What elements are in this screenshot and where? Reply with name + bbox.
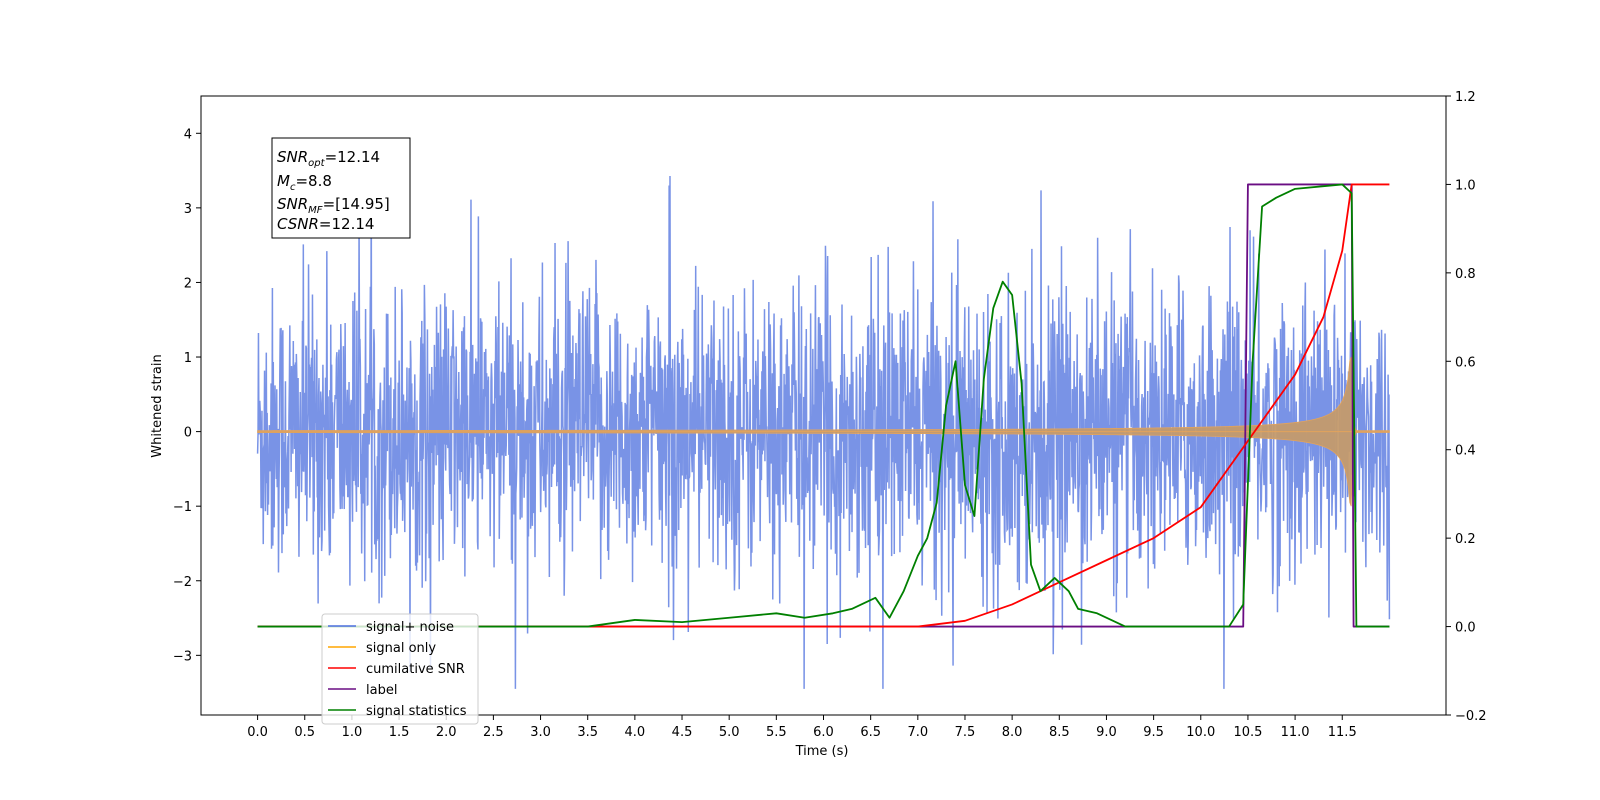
- legend-label-cumulative-snr: cumilative SNR: [366, 662, 465, 677]
- info-box: SNRopt=12.14 Mc=8.8 SNRMF=[14.95] CSNR=1…: [271, 137, 411, 239]
- x-tick-label: 10.0: [1186, 725, 1215, 740]
- y2-tick-label: 0.8: [1455, 267, 1476, 282]
- x-tick-label: 6.0: [813, 725, 834, 740]
- series-cumulative-snr: [257, 183, 1390, 628]
- info-snr-mf: SNRMF=[14.95]: [277, 195, 390, 216]
- y2-tick-label: 0.6: [1455, 355, 1476, 370]
- series-layer: [256, 161, 1391, 689]
- x-tick-label: 5.5: [766, 725, 787, 740]
- legend-label-label: label: [366, 683, 397, 698]
- x-tick-label: 1.5: [389, 725, 410, 740]
- legend-label-signal-noise: signal+ noise: [366, 620, 454, 635]
- y2-tick-label: 1.0: [1455, 178, 1476, 193]
- x-tick-label: 9.0: [1096, 725, 1117, 740]
- y-axis-label: Whitened strain: [150, 354, 165, 457]
- y-axis-left: 4 3 2 1 0 −1 −2 −3: [173, 127, 201, 664]
- y2-tick-label: −0.2: [1455, 709, 1487, 724]
- x-tick-label: 4.5: [672, 725, 693, 740]
- x-tick-label: 1.0: [342, 725, 363, 740]
- x-tick-label: 2.5: [483, 725, 504, 740]
- y2-tick-label: 0.4: [1455, 444, 1476, 459]
- x-tick-label: 11.5: [1328, 725, 1357, 740]
- x-tick-label: 7.5: [955, 725, 976, 740]
- info-csnr: CSNR=12.14: [277, 215, 374, 233]
- y-tick-label: 1: [184, 351, 192, 366]
- x-tick-label: 2.0: [436, 725, 457, 740]
- info-snr-opt: SNRopt=12.14: [277, 148, 380, 169]
- x-axis-label: Time (s): [795, 744, 849, 759]
- y-tick-label: 2: [184, 276, 192, 291]
- x-axis: 0.0 0.5 1.0 1.5 2.0 2.5 3.0 3.5 4.0 4.5 5.0 5.5 6.0 6…: [247, 715, 1357, 740]
- series-signal-noise: [256, 161, 1391, 689]
- x-tick-label: 3.0: [530, 725, 551, 740]
- x-tick-label: 0.0: [247, 725, 268, 740]
- legend-label-signal-only: signal only: [366, 641, 436, 656]
- y-tick-label: −1: [173, 500, 192, 515]
- x-tick-label: 9.5: [1143, 725, 1164, 740]
- y-tick-label: 4: [184, 127, 192, 142]
- y2-tick-label: 0.0: [1455, 621, 1476, 636]
- y-tick-label: 0: [184, 426, 192, 441]
- legend-label-signal-statistics: signal statistics: [366, 704, 467, 719]
- x-tick-label: 8.0: [1002, 725, 1023, 740]
- x-tick-label: 7.0: [907, 725, 928, 740]
- legend: signal+ noise signal only cumilative SNR…: [321, 613, 479, 725]
- x-tick-label: 10.5: [1233, 725, 1262, 740]
- info-mc: Mc=8.8: [277, 172, 332, 193]
- x-tick-label: 8.5: [1049, 725, 1070, 740]
- y2-tick-label: 1.2: [1455, 90, 1476, 105]
- y2-tick-label: 0.2: [1455, 532, 1476, 547]
- series-signal-statistics: [257, 183, 1390, 628]
- x-tick-label: 4.0: [625, 725, 646, 740]
- x-tick-label: 11.0: [1281, 725, 1310, 740]
- y-tick-label: 3: [184, 202, 192, 217]
- x-tick-label: 0.5: [294, 725, 315, 740]
- y-tick-label: −3: [173, 649, 192, 664]
- y-axis-right: 1.2 1.0 0.8 0.6 0.4 0.2 0.0 −0.2: [1446, 90, 1487, 724]
- x-tick-label: 5.0: [719, 725, 740, 740]
- x-tick-label: 3.5: [577, 725, 598, 740]
- y-tick-label: −2: [173, 575, 192, 590]
- x-tick-label: 6.5: [860, 725, 881, 740]
